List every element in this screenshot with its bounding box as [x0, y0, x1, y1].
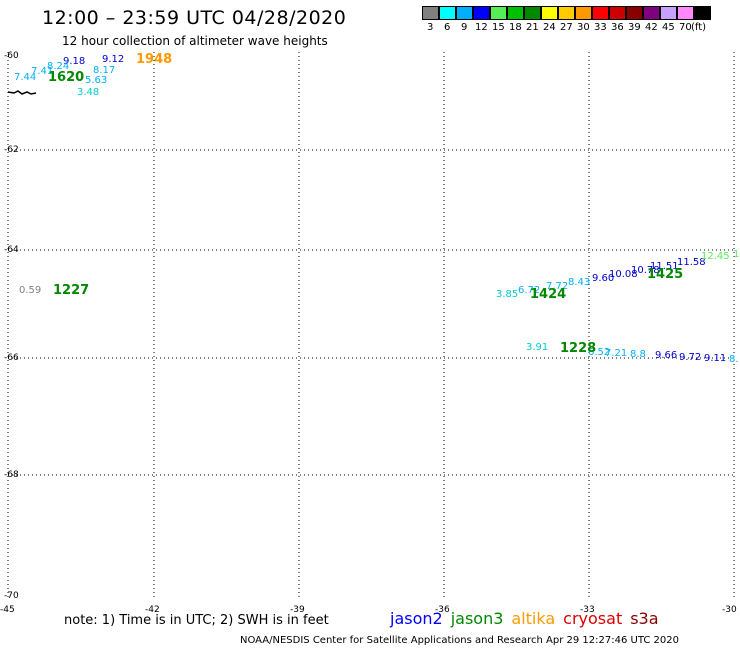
- footnote: note: 1) Time is in UTC; 2) SWH is in fe…: [64, 613, 329, 628]
- scale-label: 3: [427, 22, 434, 33]
- scale-label: 15: [492, 22, 505, 33]
- scale-label: 33: [594, 22, 607, 33]
- wave-obs: 10.78: [631, 265, 660, 276]
- scale-label: 27: [560, 22, 573, 33]
- lon-label: -33: [580, 605, 595, 615]
- wave-obs: 7.72: [546, 281, 569, 292]
- pass-time: 1227: [53, 283, 90, 298]
- scale-swatch: [439, 6, 456, 20]
- scale-swatch: [422, 6, 439, 20]
- pass-time: 1948: [136, 52, 173, 67]
- map-title: 12:00 – 23:59 UTC 04/28/2020: [42, 7, 347, 29]
- lat-label: -68: [4, 470, 19, 480]
- satellite-legend: jason2 jason3 altika cryosat s3a: [390, 609, 667, 628]
- wave-obs: 7.44: [14, 72, 37, 83]
- scale-label: 36: [611, 22, 624, 33]
- wave-obs: 9.18: [63, 56, 86, 67]
- lon-label: -39: [290, 605, 305, 615]
- wave-obs: 7.41: [31, 66, 54, 77]
- scale-label: 30: [577, 22, 590, 33]
- satellite-s3a: s3a: [630, 609, 659, 628]
- wave-obs: 9.72: [679, 352, 702, 363]
- lat-label: -66: [4, 353, 19, 363]
- wave-obs: 9.66: [655, 350, 678, 361]
- wave-obs: 5.63: [85, 75, 108, 86]
- wave-obs: 3.91: [526, 342, 549, 353]
- scale-swatch: [609, 6, 626, 20]
- lat-label: -70: [4, 591, 19, 601]
- wave-obs: 8.8: [630, 349, 646, 360]
- scale-swatch: [473, 6, 490, 20]
- scale-swatch: [524, 6, 541, 20]
- wave-obs: 11.58: [677, 257, 706, 268]
- scale-label: 21: [526, 22, 539, 33]
- wave-obs: 8.43: [568, 277, 591, 288]
- lon-label: -30: [722, 605, 737, 615]
- wave-obs: 12.45: [701, 251, 730, 262]
- lon-label: -42: [145, 605, 160, 615]
- scale-swatch: [575, 6, 592, 20]
- wave-obs: 9.12: [102, 54, 125, 65]
- scale-swatch: [643, 6, 660, 20]
- wave-obs: 6.72: [518, 285, 541, 296]
- scale-label: 24: [543, 22, 556, 33]
- wave-obs: 8.: [729, 354, 739, 365]
- scale-unit: (ft): [691, 22, 707, 33]
- pass-time: 1424: [530, 287, 567, 302]
- wave-obs: 3.85: [496, 289, 519, 300]
- scale-label: 6: [444, 22, 451, 33]
- scale-label: 12: [475, 22, 488, 33]
- scale-label: 42: [645, 22, 658, 33]
- wave-obs: 8.17: [93, 65, 116, 76]
- scale-swatch: [558, 6, 575, 20]
- wave-obs: 1: [733, 249, 740, 260]
- satellite-cryosat: cryosat: [563, 609, 623, 628]
- lon-label: -45: [0, 605, 15, 615]
- scale-label: 70: [679, 22, 692, 33]
- wave-obs: 0.59: [19, 285, 42, 296]
- pass-time: 1620: [48, 70, 85, 85]
- map-subtitle: 12 hour collection of altimeter wave hei…: [62, 34, 328, 48]
- scale-swatch: [507, 6, 524, 20]
- lat-label: -64: [4, 245, 19, 255]
- scale-swatch: [592, 6, 609, 20]
- scale-swatch: [456, 6, 473, 20]
- satellite-jason3: jason3: [450, 609, 504, 628]
- wave-obs: 9.11: [704, 353, 727, 364]
- scale-label: 39: [628, 22, 641, 33]
- wave-obs: 6.52: [588, 347, 611, 358]
- credit-line: NOAA/NESDIS Center for Satellite Applica…: [240, 635, 679, 646]
- scale-swatch: [694, 6, 711, 20]
- satellite-altika: altika: [511, 609, 556, 628]
- wave-obs: 3.48: [77, 87, 100, 98]
- lon-label: -36: [435, 605, 450, 615]
- scale-label: 45: [662, 22, 675, 33]
- wave-obs: 7.21: [605, 348, 628, 359]
- wave-obs: 8.24: [47, 61, 70, 72]
- lat-label: -60: [4, 51, 19, 61]
- scale-swatch: [677, 6, 694, 20]
- scale-swatch: [490, 6, 507, 20]
- scale-swatch: [660, 6, 677, 20]
- scale-swatch: [626, 6, 643, 20]
- satellite-jason2: jason2: [390, 609, 443, 628]
- pass-time: 1228: [560, 341, 597, 356]
- coastline-fragment: [7, 90, 37, 95]
- pass-time: 1425: [647, 267, 684, 282]
- wave-obs: 9.60: [592, 273, 615, 284]
- scale-label: 9: [461, 22, 468, 33]
- wave-obs: 11.51: [650, 261, 679, 272]
- scale-swatch: [541, 6, 558, 20]
- scale-label: 18: [509, 22, 522, 33]
- wave-obs: 10.08: [609, 269, 638, 280]
- lat-label: -62: [4, 145, 19, 155]
